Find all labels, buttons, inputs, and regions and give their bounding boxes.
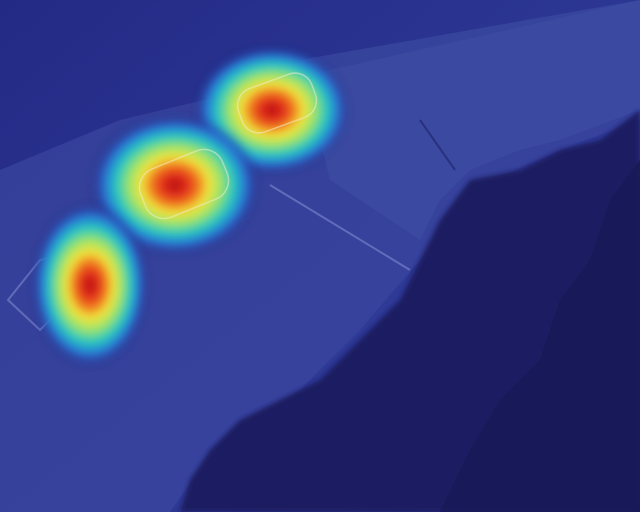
tree-shadow-dark xyxy=(440,160,640,512)
vehicle-outlines xyxy=(138,72,318,220)
vehicle-1-outline xyxy=(236,72,318,134)
heat-layer xyxy=(32,46,350,367)
lane-line xyxy=(269,184,411,271)
curb-line xyxy=(419,119,456,171)
hotspot-vehicle-2 xyxy=(91,115,259,255)
hotspot-vehicle-3 xyxy=(32,203,148,367)
upper-pavement xyxy=(300,0,640,240)
vehicle-2-outline xyxy=(138,148,230,220)
